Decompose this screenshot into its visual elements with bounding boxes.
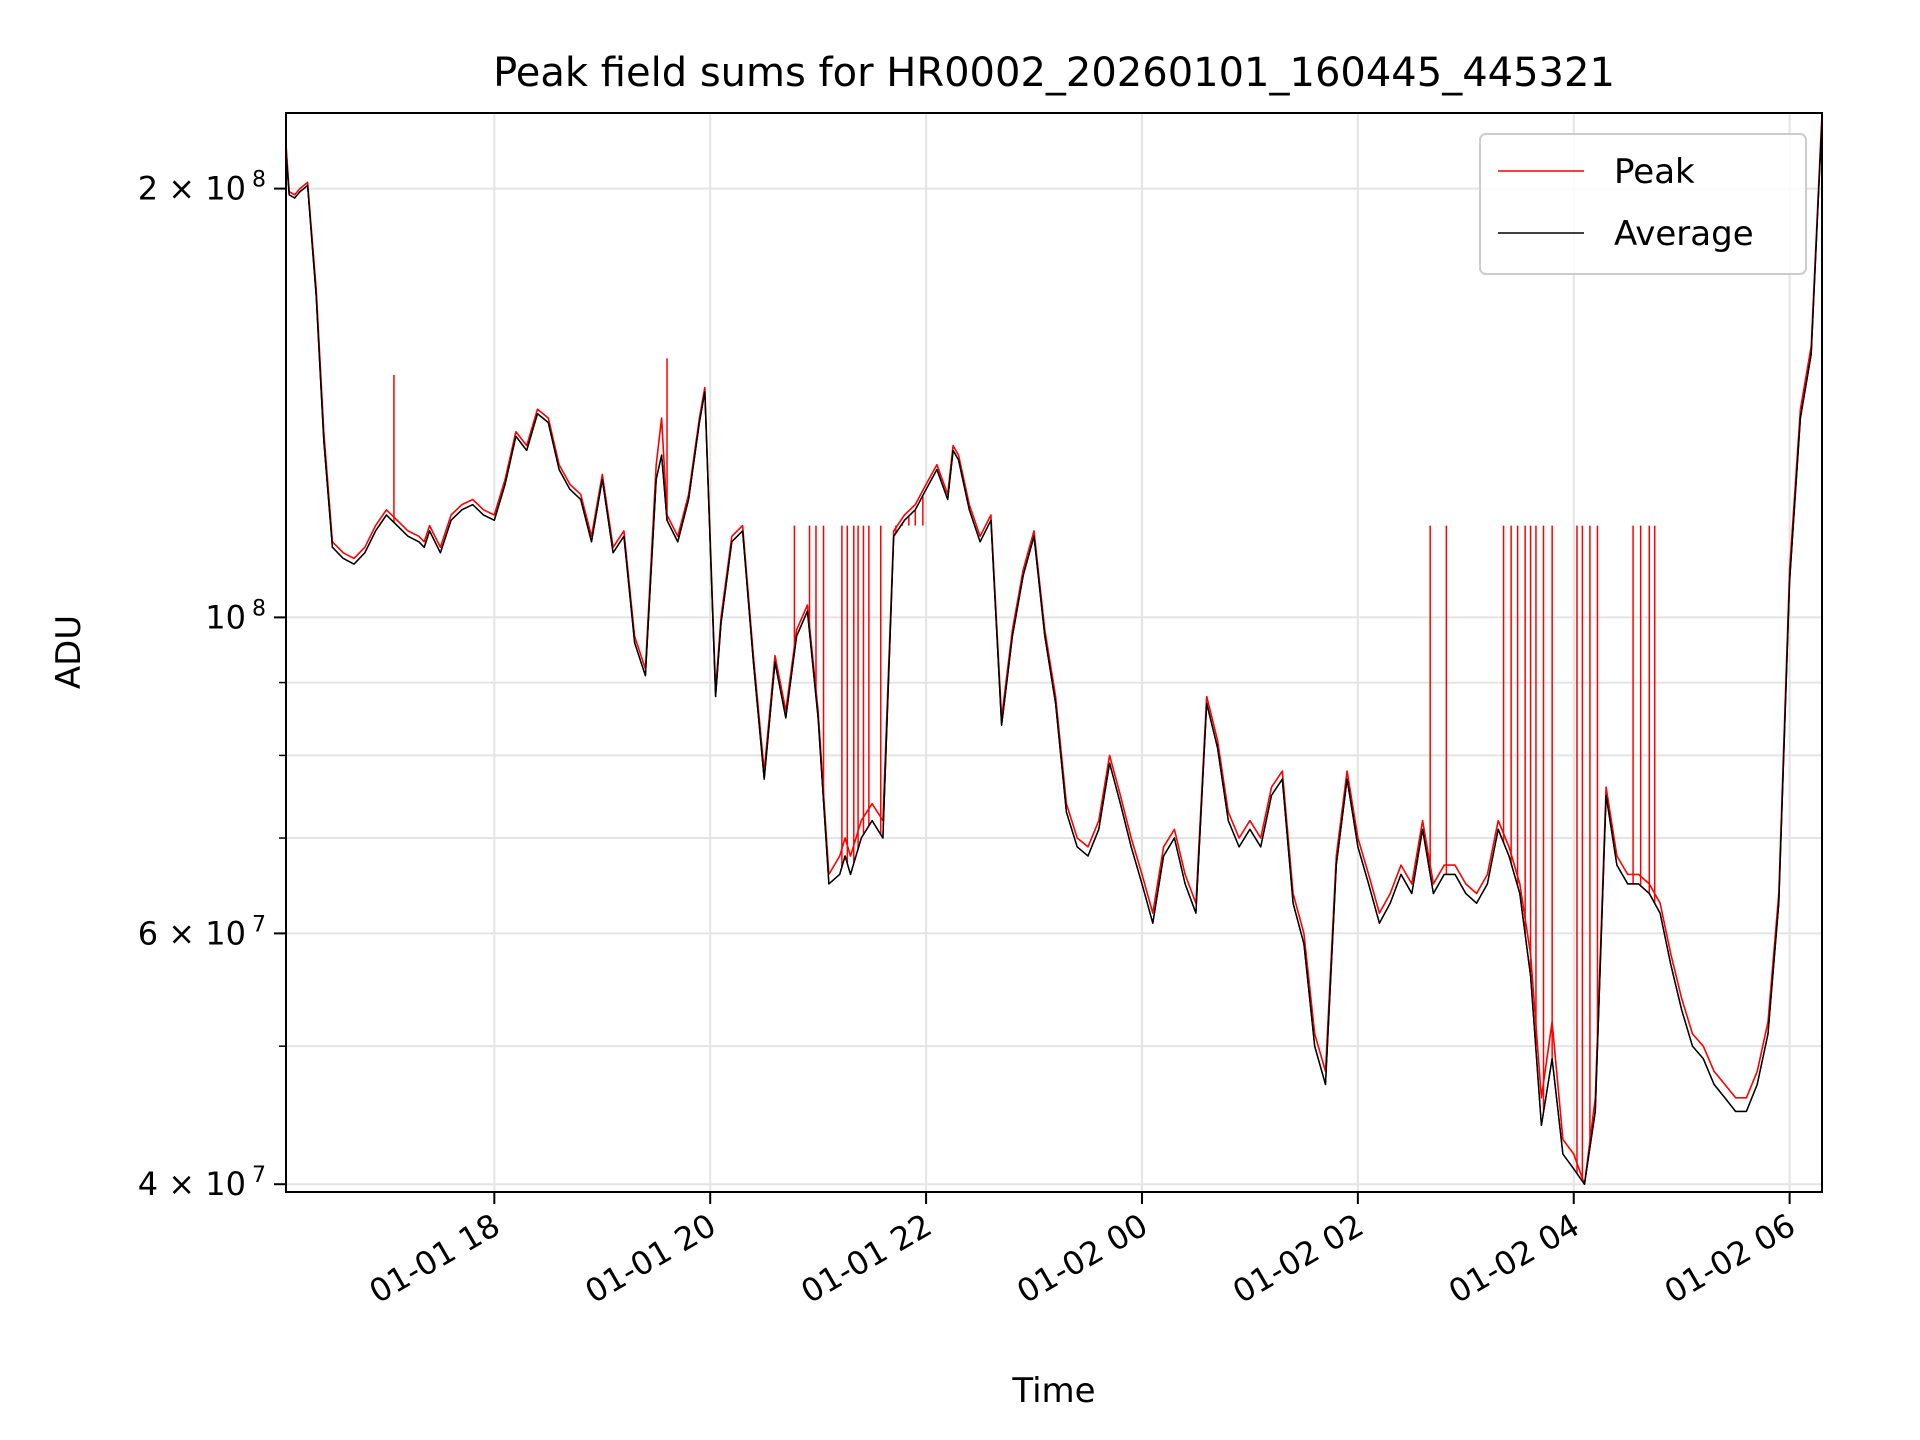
y-tick-exponent: 8 <box>252 168 266 193</box>
y-tick-exponent: 7 <box>252 1163 266 1188</box>
y-tick-exponent: 7 <box>252 912 266 937</box>
y-tick-exponent: 8 <box>252 596 266 621</box>
legend-label-peak: Peak <box>1614 152 1695 192</box>
chart-title: Peak field sums for HR0002_20260101_1604… <box>493 50 1615 96</box>
series-line-average-overlay <box>286 118 1822 1185</box>
legend-box <box>1479 133 1807 275</box>
plot-area <box>286 113 1822 1185</box>
y-tick-label: 2 × 10 <box>138 170 246 208</box>
y-tick-label: 4 × 10 <box>138 1165 246 1203</box>
legend: Peak Average <box>1479 133 1807 275</box>
y-tick-label: 6 × 10 <box>138 914 246 952</box>
y-axis-title: ADU <box>49 615 89 689</box>
plot-frame <box>285 112 1823 1193</box>
y-axis: 2 × 10 810 86 × 10 74 × 10 7 <box>138 168 286 1203</box>
x-axis-title: Time <box>1011 1371 1095 1411</box>
legend-label-average: Average <box>1614 214 1754 254</box>
y-tick-label: 10 <box>205 598 246 636</box>
